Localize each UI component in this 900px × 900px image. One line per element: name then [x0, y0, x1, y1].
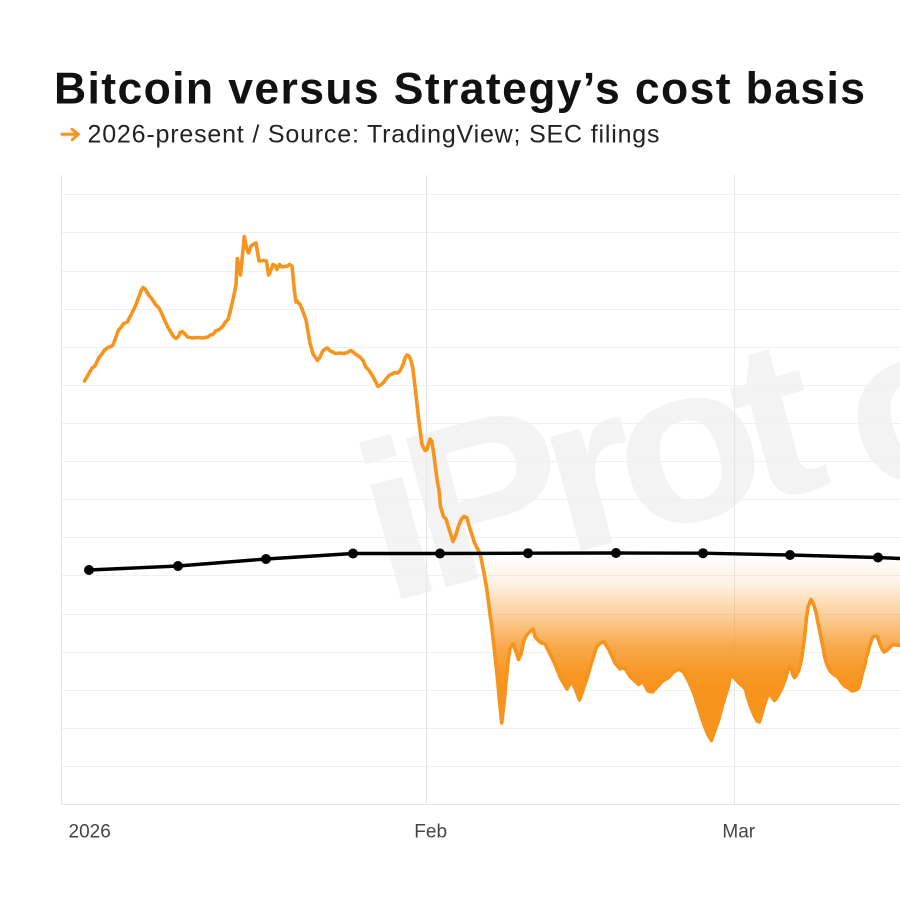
- svg-text:Bitcoin versus Strategy’s cost: Bitcoin versus Strategy’s cost basis: [54, 65, 865, 114]
- svg-text:Mar: Mar: [722, 822, 755, 843]
- svg-text:Feb: Feb: [414, 822, 447, 843]
- svg-text:2026-present / Source: Trading: 2026-present / Source: TradingView; SEC …: [88, 120, 660, 148]
- svg-text:2026: 2026: [69, 822, 111, 843]
